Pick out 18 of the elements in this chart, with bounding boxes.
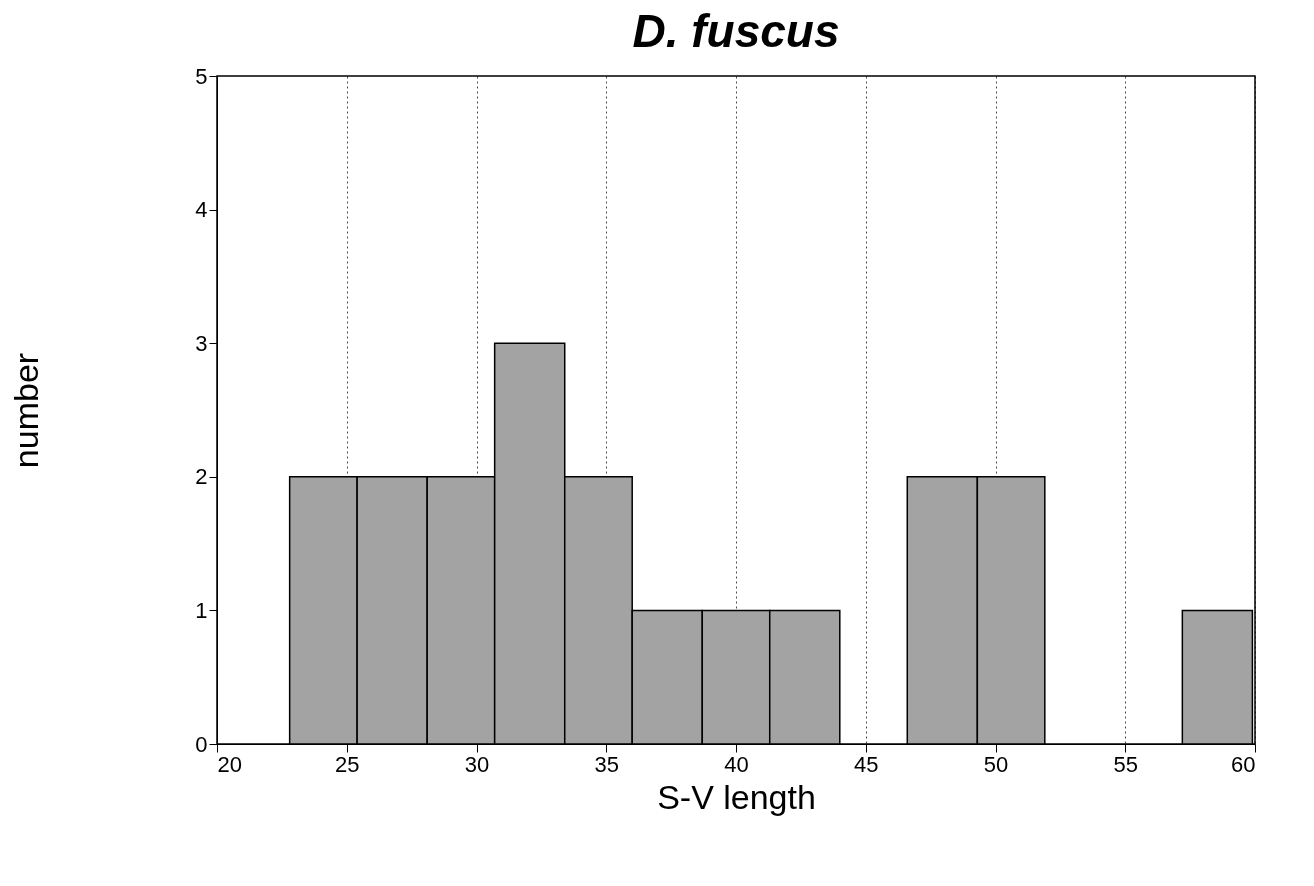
x-tick-label: 40 bbox=[724, 751, 749, 777]
y-tick-label: 5 bbox=[195, 63, 208, 89]
x-tick-label: 55 bbox=[1113, 751, 1138, 777]
x-tick-label: 45 bbox=[854, 751, 879, 777]
x-tick-label: 35 bbox=[594, 751, 619, 777]
x-axis-title: S-V length bbox=[657, 777, 816, 816]
chart-title: D. fuscus bbox=[632, 5, 840, 57]
y-tick-label: 1 bbox=[195, 597, 208, 623]
x-tick-label: 30 bbox=[464, 751, 490, 777]
x-tick-label: 20 bbox=[217, 751, 242, 777]
x-tick-label: 60 bbox=[1231, 751, 1256, 777]
y-tick-label: 3 bbox=[195, 330, 208, 356]
y-tick-label: 2 bbox=[195, 464, 208, 490]
y-tick-label: 4 bbox=[195, 197, 208, 223]
y-tick-label: 0 bbox=[195, 731, 208, 757]
x-tick-label: 50 bbox=[983, 751, 1009, 777]
x-tick-label: 25 bbox=[335, 751, 360, 777]
y-axis-title: number bbox=[7, 352, 46, 469]
